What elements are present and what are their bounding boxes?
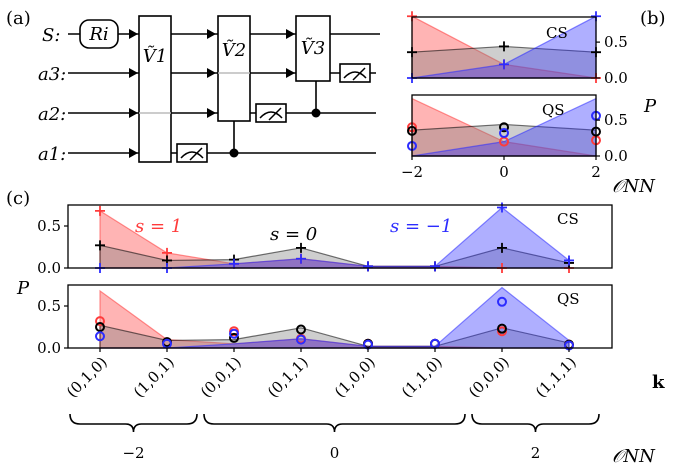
c-cs-point-blue-6 — [497, 202, 507, 213]
c-qs-point-red-0 — [95, 316, 105, 327]
arrow-icon — [207, 68, 216, 78]
c-group-label-1: 0 — [330, 444, 340, 462]
c-legend-blue: s = −1 — [390, 216, 452, 237]
gate-v1 — [138, 15, 172, 163]
c-xtick-label: (0,0,1) — [197, 353, 245, 401]
wire-labels: S: a3: a2: a1: — [38, 25, 66, 165]
c-cs-point-blue-4 — [363, 261, 373, 272]
c-cs-point-blue-7 — [564, 255, 574, 266]
c-cs-point-blue-2 — [229, 258, 239, 269]
c-qs-area-blue — [100, 286, 570, 349]
c-legend-red: s = 1 — [135, 216, 182, 237]
b-xtick-label: 2 — [591, 163, 601, 181]
panel-c-chart: 0.0 0.5 0.0 0.5 CS QS Ps = 1 s = 0 s = −1 (0,1,0)… — [16, 202, 665, 467]
gate-v1-label: Ṽ1 — [143, 45, 167, 67]
panel-label-b: (b) — [640, 8, 666, 29]
c-qs-point-blue-3 — [296, 334, 306, 345]
meter-icon — [176, 143, 208, 163]
gate-v3 — [295, 15, 331, 82]
b-qs-ytick-label: 0.0 — [604, 147, 628, 165]
c-qs-point-blue-6 — [497, 296, 507, 307]
c-cs-point-red-0 — [95, 205, 105, 216]
arrow-icon — [129, 108, 138, 118]
c-cs-point-black-6 — [497, 242, 507, 253]
control-dot-icon — [311, 108, 321, 118]
b-xlabel: 𝒪NN — [612, 176, 656, 197]
c-ylabel: P — [16, 278, 30, 299]
c-cs-point-black-3 — [296, 242, 306, 253]
c-group-axis-label: 𝒪NN — [612, 446, 656, 467]
c-group-brace-0 — [69, 413, 198, 433]
c-cs-point-black-0 — [95, 240, 105, 251]
control-dot-icon — [229, 148, 239, 158]
c-qs-point-blue-2 — [229, 328, 239, 339]
c-xtick-label: (0,0,0) — [465, 353, 513, 401]
c-qs-ytick-label: 0.5 — [37, 297, 61, 315]
b-cs-point-black-1 — [499, 41, 509, 52]
b-cs-frame — [411, 16, 597, 79]
b-ylabel: P — [643, 96, 657, 117]
arrow-icon — [129, 148, 138, 158]
c-legend-black: s = 0 — [270, 224, 317, 245]
c-xtick-label: (1,1,0) — [398, 353, 446, 401]
b-xtick-label: 0 — [499, 163, 509, 181]
c-group-label-2: 2 — [531, 444, 541, 462]
c-qs-point-blue-0 — [95, 331, 105, 342]
c-qs-frame — [67, 284, 613, 349]
c-xtick-label: (0,1,0) — [63, 353, 111, 401]
arrow-icon — [207, 108, 216, 118]
gate-v2-label: Ṽ2 — [222, 39, 246, 61]
b-cs-ytick-label: 0.0 — [604, 69, 628, 87]
panel-label-a: (a) — [6, 8, 31, 29]
c-qs-ytick-label: 0.0 — [37, 339, 61, 357]
c-group-brace-2 — [471, 413, 600, 433]
arrow-icon — [286, 68, 295, 78]
gate-v3-label: Ṽ3 — [301, 37, 325, 59]
c-xtick-label: (1,1,1) — [532, 353, 580, 401]
gate-ri-label: Ri — [88, 24, 108, 45]
wire-label-s: S: — [42, 25, 60, 46]
c-group-brace-1 — [203, 413, 466, 433]
quantum-circuit: (a) S: a3: a2: a1: Ri — [6, 8, 380, 165]
meter-icon — [255, 103, 287, 123]
c-qs-point-black-0 — [95, 322, 105, 332]
arrow-icon — [129, 68, 138, 78]
wire-label-a2: a2: — [38, 104, 66, 125]
panel-b-chart: 0.0 0.5 0.0 0.5 CS QS P −2 0 2 𝒪NN — [401, 11, 657, 197]
c-cs-ytick-label: 0.0 — [37, 259, 61, 277]
c-cs-frame — [67, 204, 613, 269]
b-xtick-label: −2 — [401, 163, 423, 181]
c-xlabel: k — [652, 372, 665, 393]
c-qs-point-black-2 — [229, 332, 239, 343]
c-xtick-label: (1,0,1) — [130, 353, 178, 401]
arrow-icon — [207, 29, 216, 39]
c-qs-point-black-6 — [497, 323, 507, 334]
b-cs-point-blue-1 — [499, 59, 509, 70]
arrow-icon — [286, 29, 295, 39]
b-qs-point-blue-1 — [499, 128, 509, 139]
c-qs-point-black-3 — [296, 324, 306, 335]
c-group-label-0: −2 — [122, 444, 144, 462]
gate-ri — [79, 19, 119, 49]
c-qs-row-label: QS — [557, 290, 580, 308]
panel-label-c: (c) — [6, 188, 30, 209]
b-qs-point-black-1 — [499, 122, 509, 133]
b-cs-ytick-label: 0.5 — [604, 33, 628, 51]
c-cs-ytick-label: 0.5 — [37, 217, 61, 235]
meter-icon — [339, 63, 371, 83]
c-cs-point-blue-5 — [430, 261, 440, 272]
c-xtick-label: (1,0,0) — [331, 353, 379, 401]
b-qs-row-label: QS — [542, 101, 565, 119]
b-cs-row-label: CS — [546, 24, 568, 42]
c-cs-point-blue-3 — [296, 253, 306, 264]
wire-label-a3: a3: — [38, 64, 66, 85]
arrow-icon — [129, 29, 138, 39]
c-cs-row-label: CS — [557, 210, 579, 228]
c-xtick-label: (0,1,1) — [264, 353, 312, 401]
b-qs-ytick-label: 0.5 — [604, 111, 628, 129]
wire-label-a1: a1: — [38, 144, 66, 165]
gate-v2 — [217, 15, 251, 122]
